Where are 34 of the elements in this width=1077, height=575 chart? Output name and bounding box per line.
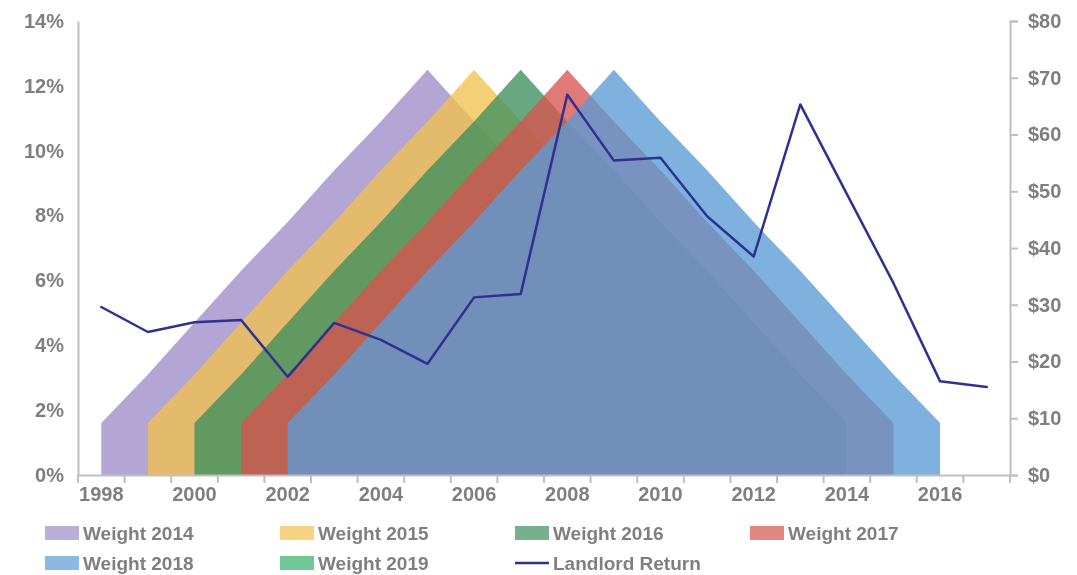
y-tick-label: 4% xyxy=(35,334,65,357)
legend-label: Weight 2016 xyxy=(553,523,664,544)
y-tick-label: 12% xyxy=(23,74,65,97)
y-tick-label: 0% xyxy=(35,463,65,486)
y2-tick-label: $20 xyxy=(1028,350,1062,373)
x-tick-label: 2008 xyxy=(545,483,590,506)
y2-tick-label: $70 xyxy=(1028,66,1062,89)
x-tick-label: 2016 xyxy=(917,483,963,506)
x-tick-label: 2014 xyxy=(824,483,871,506)
y2-tick-label: $40 xyxy=(1028,236,1062,259)
x-tick-label: 2010 xyxy=(638,483,683,506)
y-tick-label: 6% xyxy=(35,269,65,292)
x-tick-label: 2000 xyxy=(172,483,217,506)
legend-label: Weight 2014 xyxy=(83,523,194,544)
legend-label: Weight 2015 xyxy=(318,523,429,544)
y-tick-label: 2% xyxy=(35,399,65,422)
y2-tick-label: $10 xyxy=(1028,407,1062,430)
legend-label: Weight 2018 xyxy=(83,553,194,574)
x-tick-label: 2006 xyxy=(451,483,497,506)
x-tick-label: 2012 xyxy=(731,483,776,506)
y2-tick-label: $80 xyxy=(1028,9,1062,32)
legend-label: Landlord Return xyxy=(553,553,701,574)
y-tick-label: 14% xyxy=(23,9,65,32)
legend-label: Weight 2019 xyxy=(318,553,429,574)
y-tick-label: 10% xyxy=(23,139,65,162)
legend-label: Weight 2017 xyxy=(788,523,899,544)
y2-tick-label: $30 xyxy=(1028,293,1062,316)
y2-tick-label: $50 xyxy=(1028,180,1062,203)
y2-tick-label: $60 xyxy=(1028,123,1062,146)
x-tick-label: 2004 xyxy=(358,483,405,506)
y2-tick-label: $0 xyxy=(1028,463,1051,486)
y-tick-label: 8% xyxy=(35,204,65,227)
x-tick-label: 2002 xyxy=(265,483,310,506)
x-tick-label: 1998 xyxy=(79,483,124,506)
